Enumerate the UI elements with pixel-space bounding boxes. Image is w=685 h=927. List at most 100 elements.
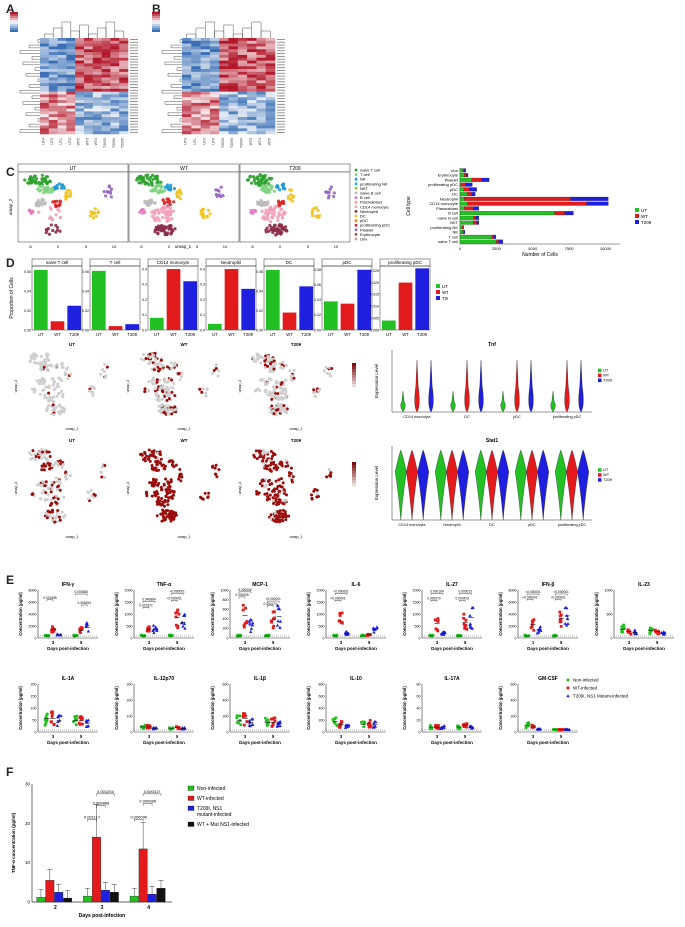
heatmap-cell bbox=[110, 52, 120, 56]
umap-title: WT bbox=[181, 438, 188, 443]
data-point bbox=[273, 719, 277, 723]
heatmap-cell bbox=[66, 111, 76, 115]
heatmap-cell bbox=[219, 114, 229, 118]
heatmap-cell bbox=[191, 69, 201, 73]
violin-shape bbox=[475, 449, 487, 521]
heatmap-cell bbox=[119, 105, 129, 109]
heatmap-cell bbox=[92, 94, 102, 98]
color-bar-step bbox=[352, 465, 356, 468]
category-label: Erythrocyte bbox=[438, 173, 459, 178]
umap-point bbox=[316, 208, 320, 213]
legend-label: Non-infected bbox=[197, 786, 226, 792]
umap-point bbox=[272, 519, 276, 523]
heatmap-cell bbox=[119, 108, 129, 112]
umap-point bbox=[271, 228, 275, 232]
heatmap-cell bbox=[237, 122, 248, 126]
x-tick-label: WT bbox=[344, 332, 351, 337]
umap-point bbox=[159, 227, 163, 232]
umap-point bbox=[156, 483, 160, 487]
heatmap-cell bbox=[48, 83, 58, 87]
umap-point bbox=[214, 366, 218, 370]
umap-point bbox=[275, 232, 279, 236]
umap-point bbox=[52, 381, 56, 385]
umap-point bbox=[161, 508, 165, 512]
heatmap-cell bbox=[265, 91, 276, 95]
umap-point bbox=[163, 498, 167, 502]
heatmap-cell bbox=[75, 69, 85, 73]
row-label bbox=[130, 120, 138, 122]
heatmap-cell bbox=[48, 74, 58, 78]
p-value-label: 0.040864 bbox=[142, 598, 156, 602]
x-axis-label: Days post-infection bbox=[335, 740, 377, 745]
umap-point bbox=[173, 512, 177, 516]
umap-point bbox=[44, 231, 48, 235]
heatmap-cell bbox=[191, 52, 201, 56]
dendrogram-branch bbox=[70, 30, 80, 38]
umap-point bbox=[31, 210, 35, 214]
heatmap-cell bbox=[101, 66, 111, 70]
umap-point bbox=[164, 216, 168, 220]
umap-point bbox=[167, 379, 171, 383]
heatmap-cell bbox=[182, 94, 192, 98]
data-point bbox=[566, 686, 570, 690]
category-label: naive T cell bbox=[438, 239, 458, 244]
heatmap-cell bbox=[247, 60, 257, 64]
heatmap-cell bbox=[66, 105, 76, 109]
umap-point bbox=[164, 511, 168, 515]
heatmap-cell bbox=[182, 77, 192, 81]
umap-point bbox=[315, 488, 319, 492]
umap-point bbox=[279, 512, 283, 516]
heatmap-cell bbox=[57, 38, 67, 42]
umap-point bbox=[32, 174, 37, 178]
dendrogram-branch bbox=[214, 30, 225, 38]
data-point bbox=[146, 628, 150, 632]
heatmap-cell bbox=[66, 46, 76, 50]
data-point bbox=[177, 612, 181, 616]
category-label: NKT bbox=[450, 220, 459, 225]
heatmap-cell bbox=[237, 49, 248, 53]
umap-point bbox=[158, 460, 162, 464]
color-key-step bbox=[152, 24, 160, 26]
umap-point bbox=[260, 484, 264, 488]
umap-point bbox=[157, 219, 161, 223]
data-point bbox=[437, 727, 441, 730]
y-tick-label: 0.00 bbox=[24, 328, 31, 332]
color-bar-step bbox=[352, 462, 356, 465]
heatmap-cell bbox=[200, 69, 211, 73]
heatmap-cell bbox=[40, 105, 50, 109]
row-label bbox=[277, 129, 285, 131]
heatmap-cell bbox=[247, 100, 257, 104]
y-tick-label: 0 bbox=[323, 730, 325, 734]
color-key-step bbox=[10, 12, 18, 14]
umap-point bbox=[69, 372, 73, 376]
umap-point bbox=[159, 207, 163, 212]
legend-label: Non-infected bbox=[573, 678, 599, 683]
heatmap-cell bbox=[75, 97, 85, 101]
heatmap-cell bbox=[209, 80, 220, 84]
umap-point bbox=[254, 449, 258, 453]
subplot-title: IFN-β bbox=[542, 582, 555, 588]
umap-point bbox=[276, 510, 280, 514]
heatmap-cell bbox=[182, 119, 192, 124]
heatmap-cell bbox=[101, 57, 111, 61]
data-point bbox=[86, 629, 91, 633]
legend-swatch bbox=[436, 290, 440, 294]
heatmap-cell bbox=[119, 66, 129, 70]
heatmap-cell bbox=[101, 131, 111, 135]
heatmap-cell bbox=[237, 131, 248, 135]
umap-point bbox=[281, 508, 285, 512]
heatmap-cell bbox=[247, 102, 257, 107]
data-point bbox=[247, 719, 252, 723]
y-tick-label: 0.020 bbox=[370, 281, 379, 285]
umap-point bbox=[141, 353, 145, 357]
umap-point bbox=[57, 182, 61, 186]
heatmap-cell bbox=[182, 54, 192, 59]
heatmap-cell bbox=[84, 46, 94, 50]
umap-point bbox=[158, 452, 162, 456]
x-tick-label: 5 bbox=[176, 640, 179, 645]
data-point bbox=[52, 722, 56, 726]
column-dendrogram bbox=[186, 21, 271, 38]
heatmap-cell bbox=[75, 108, 85, 112]
p-value-label: <0.000001 bbox=[266, 597, 281, 601]
umap-point bbox=[156, 231, 160, 235]
